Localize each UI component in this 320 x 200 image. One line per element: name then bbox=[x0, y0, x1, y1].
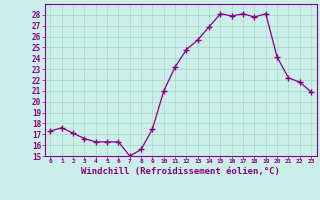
X-axis label: Windchill (Refroidissement éolien,°C): Windchill (Refroidissement éolien,°C) bbox=[81, 167, 280, 176]
